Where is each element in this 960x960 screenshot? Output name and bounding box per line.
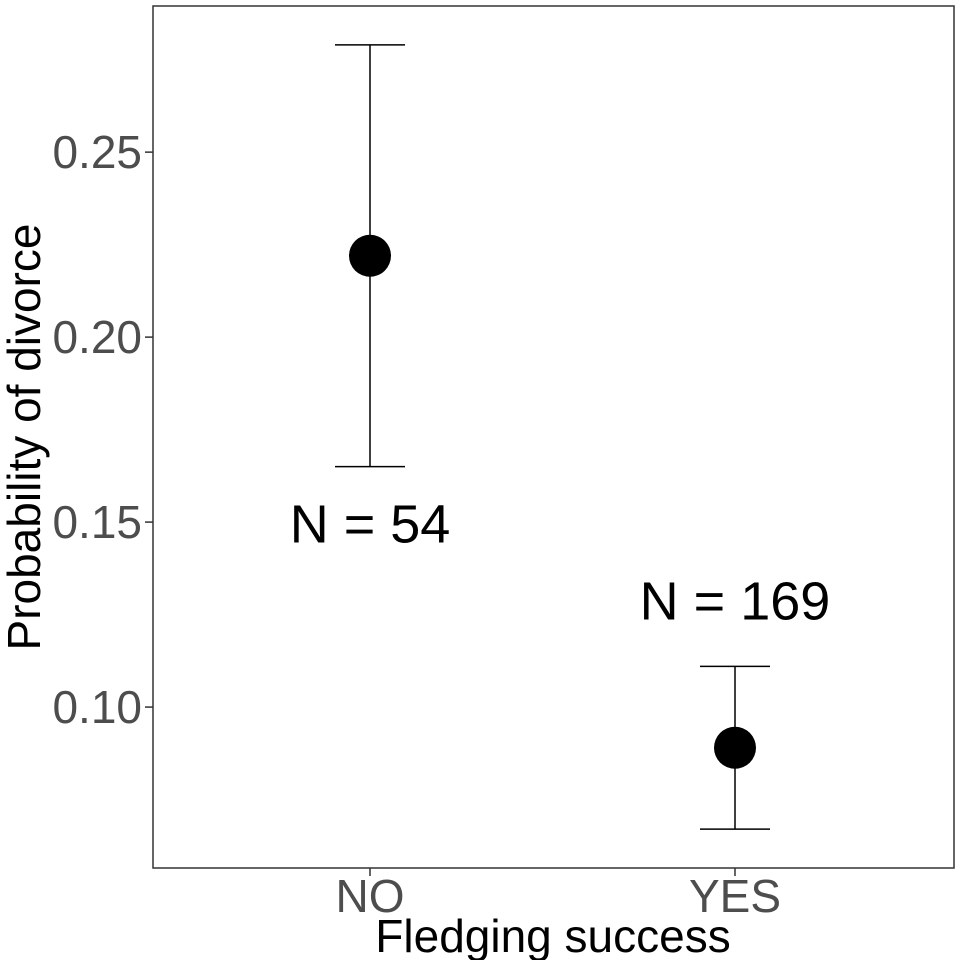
data-point-no: N = 54: [290, 44, 451, 555]
y-tick-label: 0.25: [52, 126, 142, 178]
panel-frame: [152, 5, 955, 869]
y-axis: 0.10 0.15 0.20 0.25: [52, 126, 153, 733]
sample-size-label: N = 169: [640, 571, 831, 631]
x-tick-label: NO: [336, 870, 405, 922]
point-marker: [349, 234, 391, 277]
y-axis-title: Probability of divorce: [0, 224, 50, 651]
x-axis-title: Fledging success: [375, 910, 730, 960]
x-tick-label: YES: [689, 870, 781, 922]
x-axis: NO YES: [336, 868, 781, 922]
y-tick-label: 0.15: [52, 496, 142, 548]
y-tick-label: 0.20: [52, 311, 142, 363]
data-point-yes: N = 169: [640, 571, 831, 830]
y-tick-label: 0.10: [52, 681, 142, 733]
point-marker: [714, 726, 756, 769]
sample-size-label: N = 54: [290, 495, 451, 555]
plot-area: N = 54 N = 169: [290, 44, 831, 830]
